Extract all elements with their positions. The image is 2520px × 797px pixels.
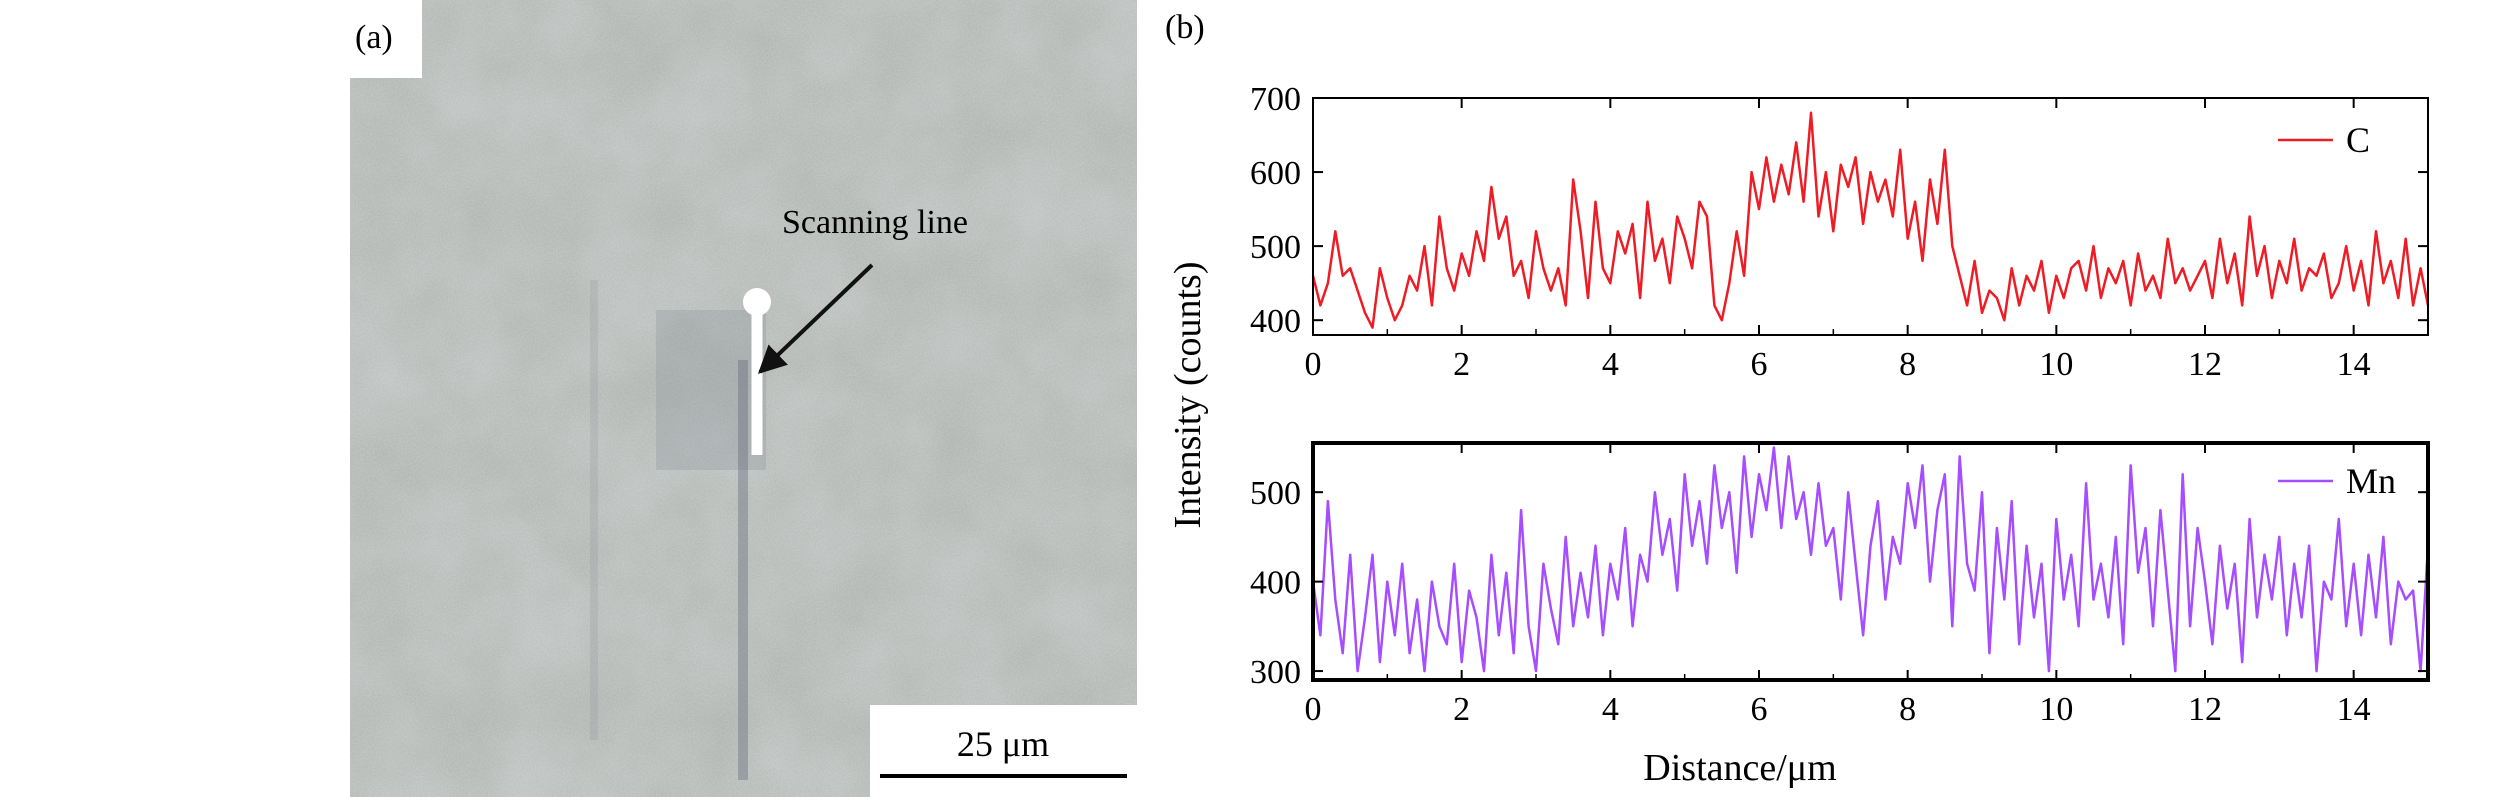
plot-frame (1312, 97, 2429, 336)
legend-label: Mn (2346, 461, 2396, 501)
dark-streak (656, 310, 766, 470)
panel-a-label: (a) (355, 19, 393, 56)
x-tick-label: 10 (2039, 346, 2073, 383)
y-tick-label: 400 (1250, 565, 1301, 602)
manganese-profile-chart: 0 2 4 6 8 10 12 14 300 400 500 Mn (1250, 441, 2430, 728)
x-tick-label: 0 (1305, 691, 1322, 728)
x-tick-label: 10 (2039, 691, 2073, 728)
x-tick-label: 8 (1899, 346, 1916, 383)
panel-b-label: (b) (1165, 9, 1205, 46)
y-tick-label: 400 (1250, 303, 1301, 340)
x-tick-label: 14 (2337, 346, 2371, 383)
micrograph-grain (350, 0, 1137, 797)
scale-bar-box (870, 705, 1137, 797)
scale-bar-label: 25 μm (957, 724, 1049, 764)
x-tick-label: 8 (1899, 691, 1916, 728)
panel-a-label-box (350, 0, 422, 78)
x-tick-label: 14 (2337, 691, 2371, 728)
plot-frame (1311, 441, 2430, 682)
y-tick-label: 600 (1250, 155, 1301, 192)
dark-streak (590, 280, 598, 740)
y-axis-title: Intensity (counts) (1167, 261, 1209, 528)
x-tick-label: 0 (1305, 346, 1322, 383)
legend-label: C (2346, 120, 2370, 160)
annotation-arrow (757, 263, 874, 374)
x-tick-label: 4 (1602, 691, 1619, 728)
x-tick-label: 12 (2188, 691, 2222, 728)
series-line-mn (1311, 446, 2430, 673)
y-tick-label: 700 (1250, 81, 1301, 118)
x-tick-label: 6 (1751, 346, 1768, 383)
micrograph-panel: (a) Scanning line 25 μm (350, 0, 1137, 797)
dark-streak (738, 360, 748, 780)
x-tick-label: 2 (1453, 691, 1470, 728)
x-tick-label: 6 (1751, 691, 1768, 728)
series-line-c (1311, 111, 2430, 329)
x-tick-label: 4 (1602, 346, 1619, 383)
y-tick-label: 500 (1250, 229, 1301, 266)
x-tick-label: 2 (1453, 346, 1470, 383)
y-tick-label: 300 (1250, 654, 1301, 691)
carbon-profile-chart: 0 2 4 6 8 10 12 14 400 500 600 700 C (1250, 81, 2430, 383)
y-tick-label: 500 (1250, 475, 1301, 512)
line-profile-panel: (b) 0 2 4 6 8 10 12 14 400 500 600 700 C 0 2 4 6 8 10 12 14… (1165, 9, 2430, 789)
scanning-line-annotation: Scanning line (782, 204, 968, 241)
x-axis-title: Distance/μm (1643, 747, 1836, 789)
x-tick-label: 12 (2188, 346, 2222, 383)
scan-line-start-marker (743, 288, 771, 316)
